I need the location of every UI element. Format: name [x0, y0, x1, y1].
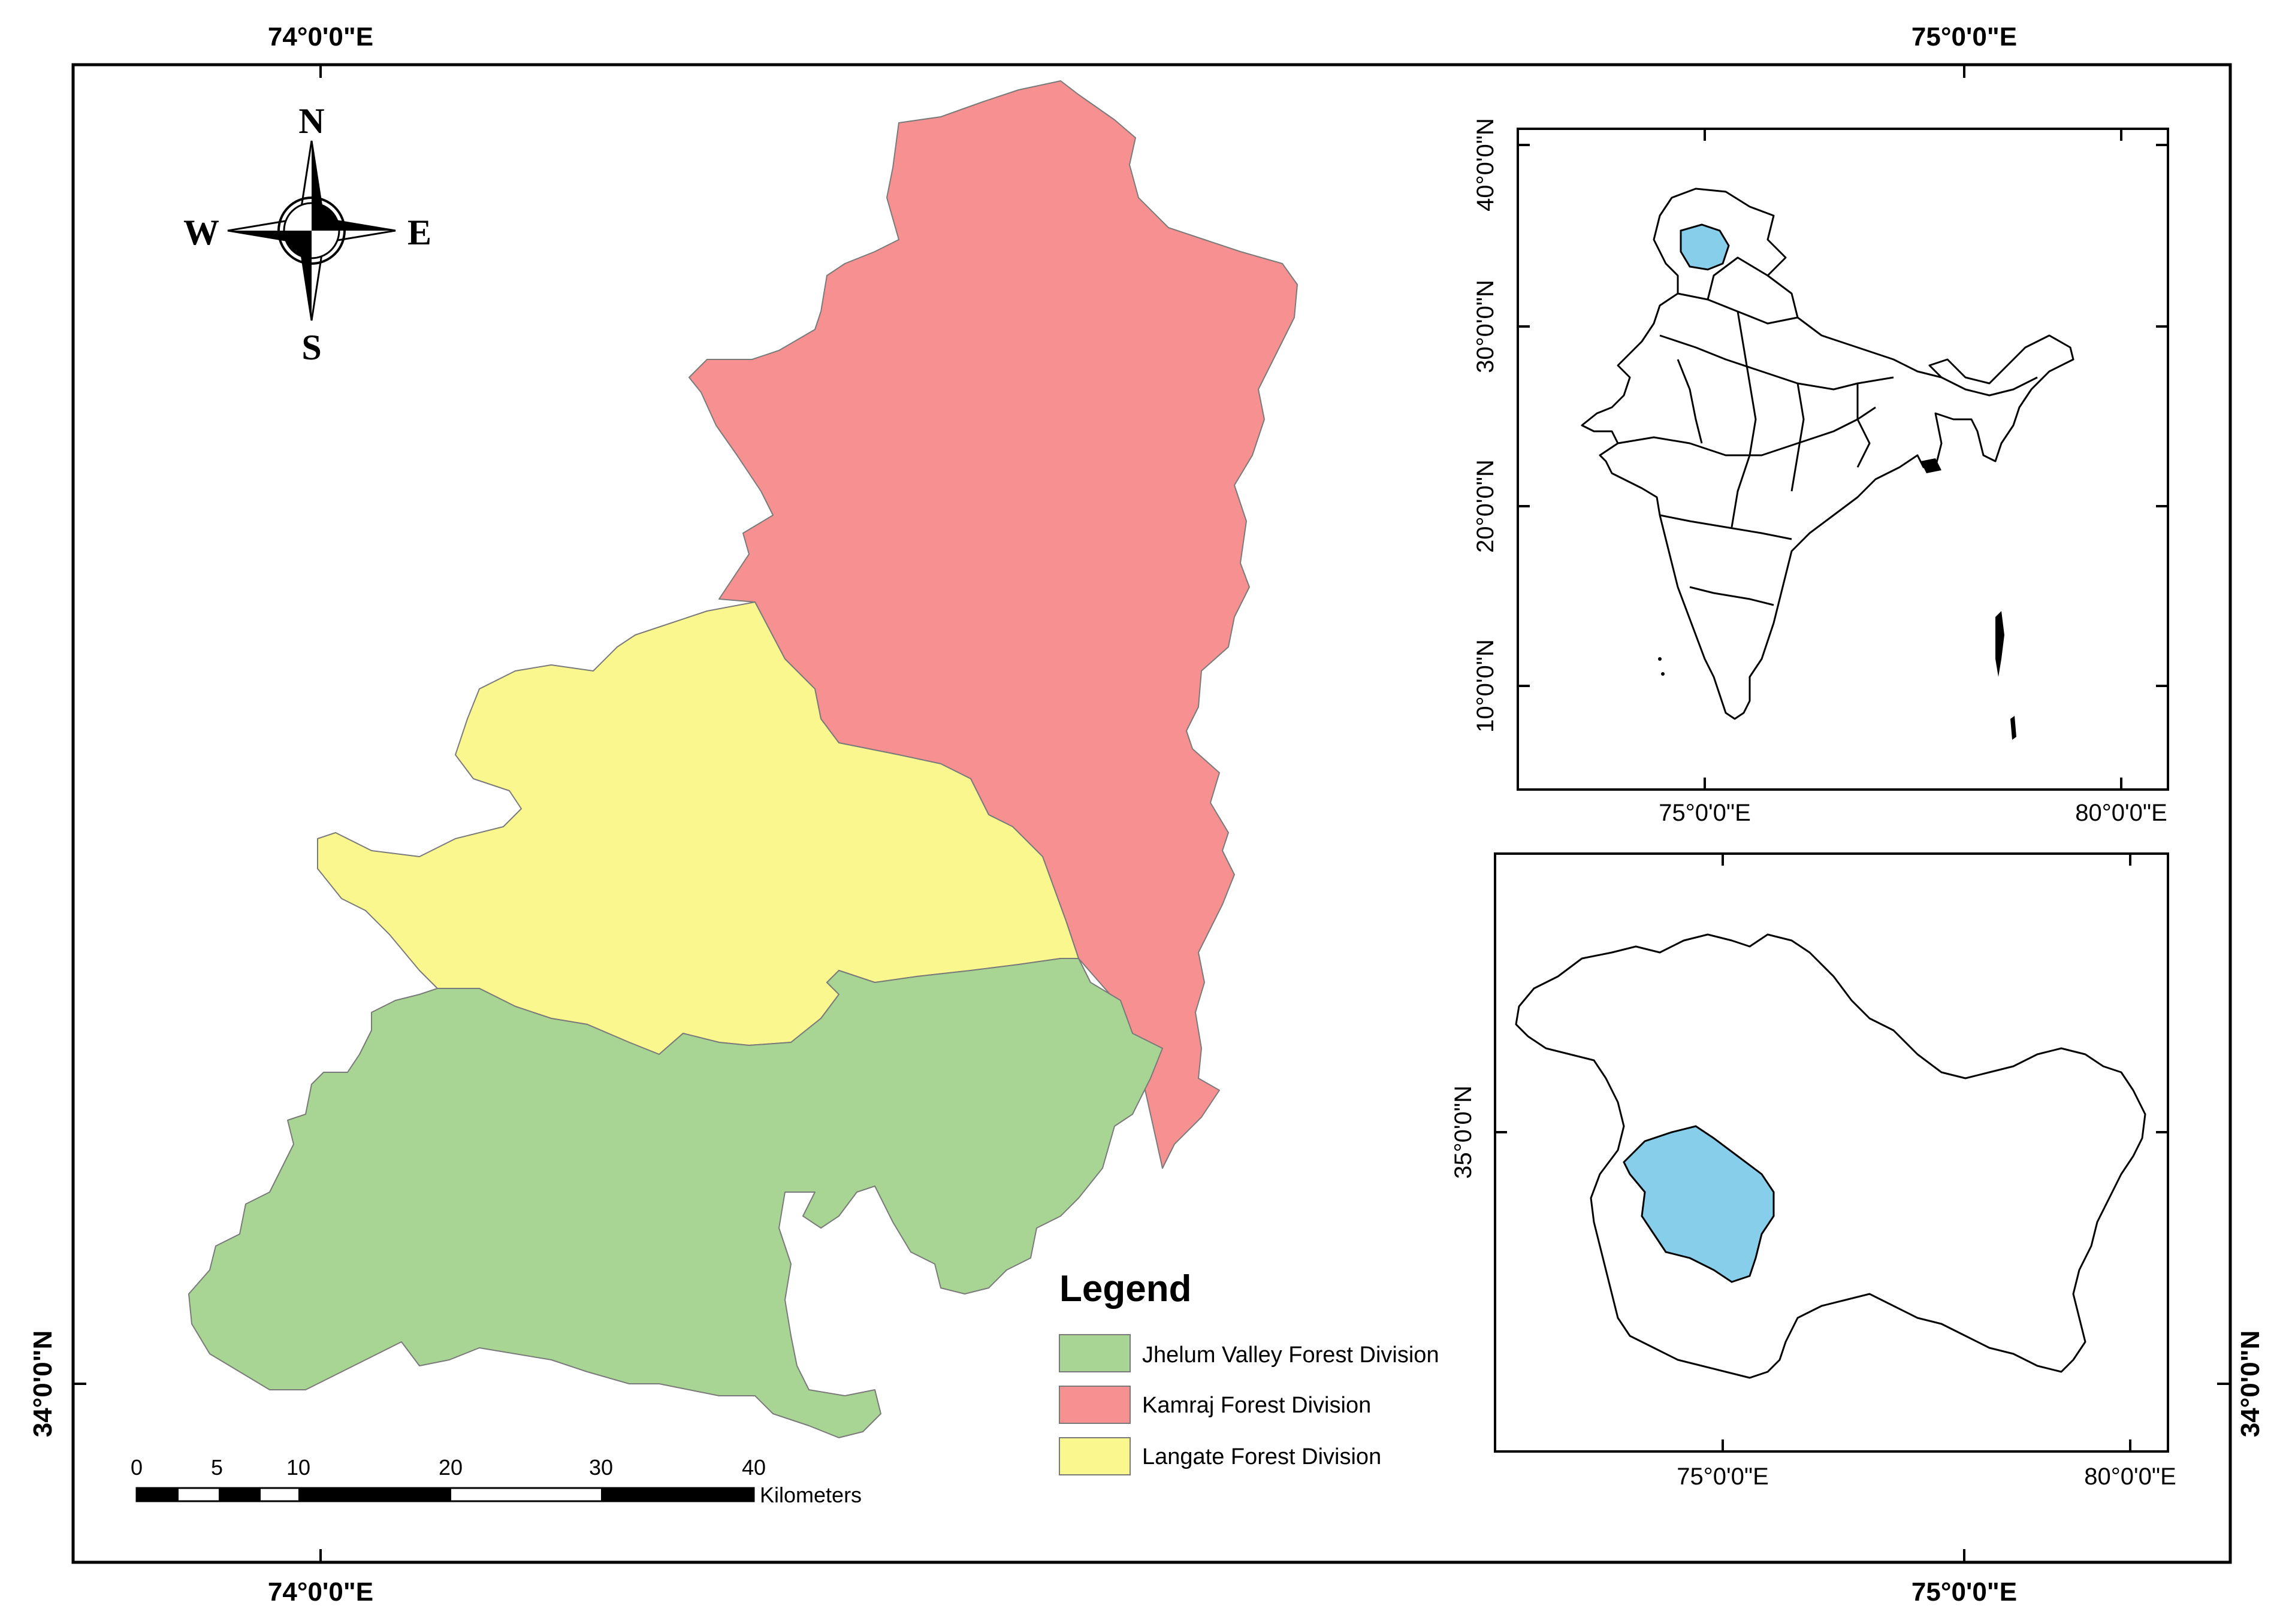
scale-bar [135, 1487, 755, 1502]
india-lon-label-80: 80°0'0"E [2075, 800, 2167, 826]
top-lon-label-75: 75°0'0"E [1911, 22, 2017, 52]
legend-swatch-langate [1059, 1437, 1131, 1475]
scale-tick-0: 0 [131, 1455, 143, 1480]
legend-swatch-jhelum [1059, 1334, 1131, 1372]
top-lon-label-74: 74°0'0"E [268, 22, 373, 52]
compass-e: E [407, 213, 431, 252]
kamraj-forest-division-region [688, 80, 1298, 1169]
jk-lon-label-75: 75°0'0"E [1677, 1463, 1769, 1490]
legend-swatch-kamraj [1059, 1386, 1131, 1424]
legend-label-jhelum: Jhelum Valley Forest Division [1142, 1342, 1439, 1368]
jammu-kashmir-outline [1515, 933, 2146, 1379]
inset-india [1517, 128, 2169, 791]
compass-w: W [183, 213, 219, 252]
north-arrow-icon [227, 140, 396, 321]
jhelum-valley-forest-division-region [188, 958, 1163, 1438]
jk-lon-label-80: 80°0'0"E [2084, 1463, 2176, 1490]
scale-unit: Kilometers [760, 1483, 862, 1507]
scale-tick-30: 30 [589, 1455, 613, 1480]
jk-lat-label-35: 35°0'0"N [1450, 1085, 1476, 1179]
scale-tick-5: 5 [211, 1455, 223, 1480]
legend-label-langate: Langate Forest Division [1142, 1444, 1381, 1469]
legend-title: Legend [1059, 1268, 1191, 1310]
inset-jammu-kashmir [1494, 852, 2169, 1453]
compass-n: N [298, 101, 324, 141]
bottom-lon-label-75: 75°0'0"E [1911, 1577, 2017, 1607]
india-lat-label-10: 10°0'0"N [1472, 639, 1499, 733]
india-inset-highlight [1680, 223, 1730, 271]
left-lat-label-34: 34°0'0"N [28, 1330, 58, 1438]
legend-label-kamraj: Kamraj Forest Division [1142, 1393, 1371, 1418]
india-lat-label-40: 40°0'0"N [1472, 118, 1499, 211]
india-outline [1581, 187, 2074, 720]
scale-tick-10: 10 [286, 1455, 310, 1480]
india-lon-label-75: 75°0'0"E [1659, 800, 1751, 826]
jk-inset-highlight [1623, 1125, 1775, 1283]
bottom-lon-label-74: 74°0'0"E [268, 1577, 373, 1607]
right-lat-label-34: 34°0'0"N [2236, 1330, 2265, 1438]
india-lat-label-30: 30°0'0"N [1472, 280, 1499, 373]
main-map-frame [71, 63, 2232, 1564]
scale-tick-40: 40 [742, 1455, 766, 1480]
india-lat-label-20: 20°0'0"N [1472, 459, 1499, 553]
scale-tick-20: 20 [439, 1455, 463, 1480]
compass-s: S [301, 328, 321, 367]
